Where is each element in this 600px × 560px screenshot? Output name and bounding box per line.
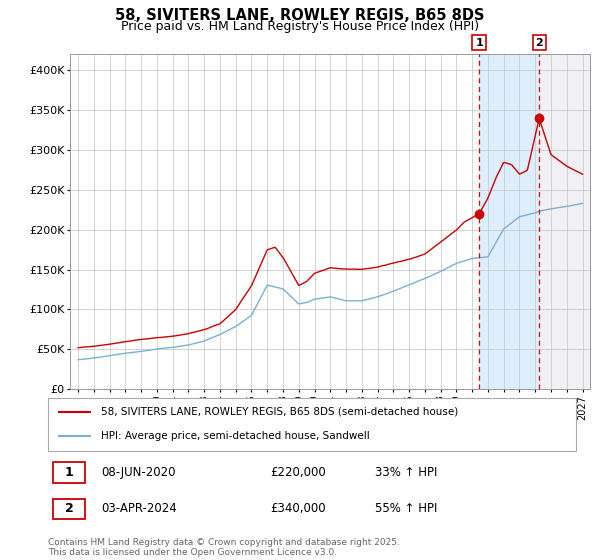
Bar [479,54,539,389]
Text: 58, SIVITERS LANE, ROWLEY REGIS, B65 8DS: 58, SIVITERS LANE, ROWLEY REGIS, B65 8DS [115,8,485,24]
Bar [539,54,590,389]
FancyBboxPatch shape [53,498,85,519]
Text: 1: 1 [65,466,73,479]
Text: HPI: Average price, semi-detached house, Sandwell: HPI: Average price, semi-detached house,… [101,431,370,441]
Text: 58, SIVITERS LANE, ROWLEY REGIS, B65 8DS (semi-detached house): 58, SIVITERS LANE, ROWLEY REGIS, B65 8DS… [101,407,458,417]
Text: 55% ↑ HPI: 55% ↑ HPI [376,502,438,515]
FancyBboxPatch shape [48,398,576,451]
Text: Contains HM Land Registry data © Crown copyright and database right 2025.
This d: Contains HM Land Registry data © Crown c… [48,538,400,557]
Text: 1: 1 [475,38,483,48]
Text: 2: 2 [535,38,543,48]
Text: 33% ↑ HPI: 33% ↑ HPI [376,466,438,479]
Text: £340,000: £340,000 [270,502,325,515]
FancyBboxPatch shape [53,462,85,483]
Text: £220,000: £220,000 [270,466,326,479]
Text: 03-APR-2024: 03-APR-2024 [101,502,176,515]
Bar [539,54,590,389]
Text: Price paid vs. HM Land Registry's House Price Index (HPI): Price paid vs. HM Land Registry's House … [121,20,479,32]
Text: 08-JUN-2020: 08-JUN-2020 [101,466,175,479]
Text: 2: 2 [65,502,73,515]
